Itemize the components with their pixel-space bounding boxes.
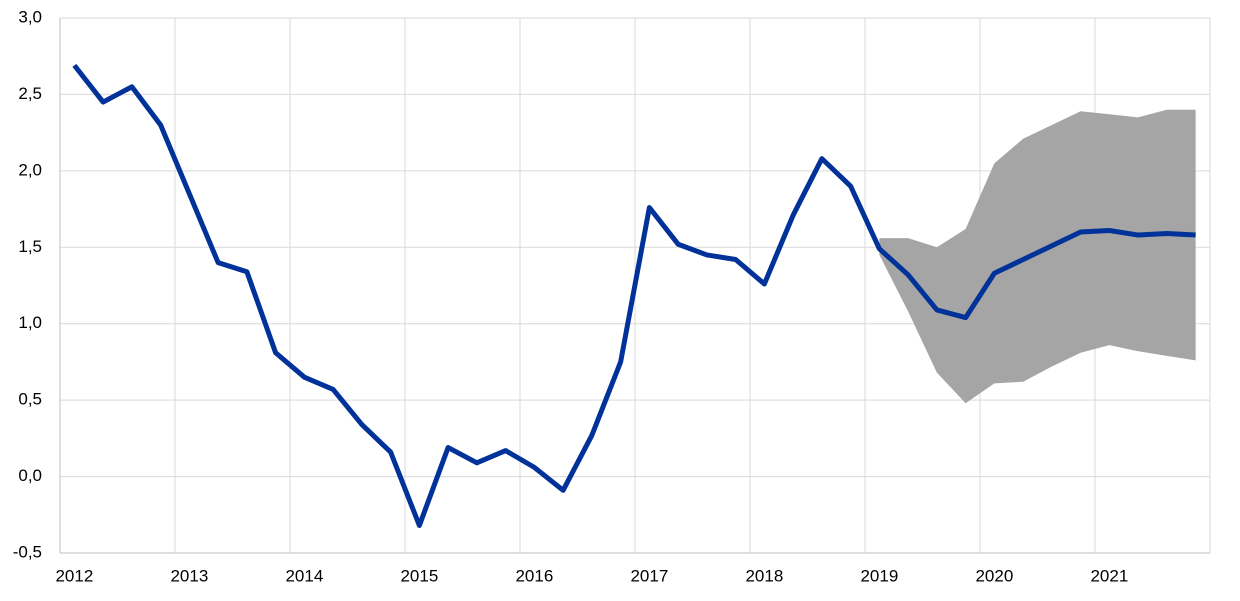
x-tick-label: 2016: [515, 566, 553, 585]
x-tick-label: 2013: [170, 566, 208, 585]
x-tick-label: 2014: [285, 566, 323, 585]
x-tick-label: 2020: [975, 566, 1013, 585]
x-tick-label: 2017: [630, 566, 668, 585]
x-tick-label: 2019: [860, 566, 898, 585]
x-tick-label: 2021: [1090, 566, 1128, 585]
y-tick-label: 0,5: [18, 390, 42, 409]
x-tick-label: 2015: [400, 566, 438, 585]
x-tick-label: 2018: [745, 566, 783, 585]
y-tick-label: 0,0: [18, 466, 42, 485]
y-tick-label: -0,5: [13, 542, 42, 561]
y-tick-label: 1,5: [18, 237, 42, 256]
line-series: [72, 63, 1196, 528]
y-tick-label: 1,0: [18, 313, 42, 332]
y-tick-label: 2,5: [18, 84, 42, 103]
uncertainty-band: [879, 109, 1196, 404]
y-tick-label: 3,0: [18, 7, 42, 26]
y-tick-label: 2,0: [18, 160, 42, 179]
x-tick-label: 2012: [55, 566, 93, 585]
